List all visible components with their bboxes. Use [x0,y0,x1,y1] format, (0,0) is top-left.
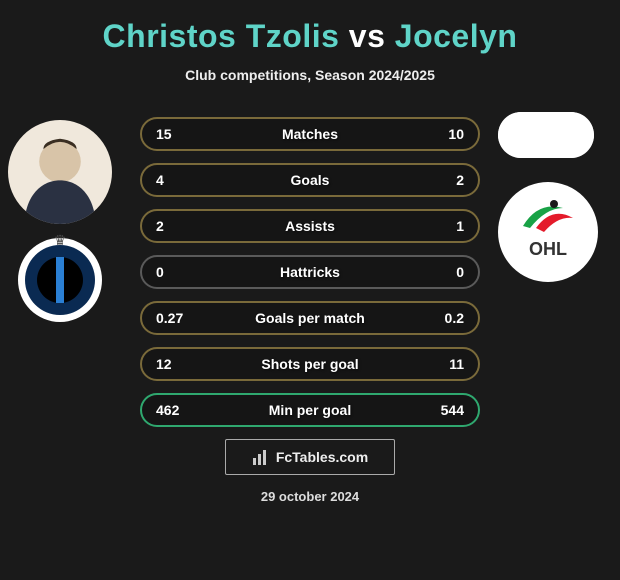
stat-value-left: 12 [156,356,196,372]
title-player-right: Jocelyn [395,18,518,54]
flag-stripe-2 [498,143,594,158]
stat-label: Assists [196,218,424,234]
title-vs: vs [339,18,394,54]
club-right-label: OHL [529,239,567,260]
site-logo-text: FcTables.com [276,449,368,465]
stat-row: 0Hattricks0 [140,255,480,289]
stat-label: Min per goal [196,402,424,418]
stat-row: 0.27Goals per match0.2 [140,301,480,335]
stat-value-left: 15 [156,126,196,142]
stat-row: 2Assists1 [140,209,480,243]
crown-icon: ♛ [54,232,67,249]
club-swoosh-icon [518,196,578,236]
stat-value-right: 2 [424,172,464,188]
page-title: Christos Tzolis vs Jocelyn [0,0,620,55]
stat-value-left: 0.27 [156,310,196,326]
player-left-column: ♛ [8,120,112,322]
stat-value-right: 1 [424,218,464,234]
flag-stripe-1 [498,127,594,142]
stat-value-right: 0.2 [424,310,464,326]
stat-row: 12Shots per goal11 [140,347,480,381]
stat-row: 15Matches10 [140,117,480,151]
player-left-avatar [8,120,112,224]
stat-label: Matches [196,126,424,142]
player-right-flag [498,112,594,158]
person-icon [8,120,112,224]
stat-value-right: 0 [424,264,464,280]
stat-value-left: 462 [156,402,196,418]
stat-value-left: 0 [156,264,196,280]
flag-stripe-0 [498,112,594,127]
footer-date: 29 october 2024 [0,489,620,504]
title-player-left: Christos Tzolis [103,18,340,54]
stat-value-right: 10 [424,126,464,142]
stat-row: 4Goals2 [140,163,480,197]
player-right-column: OHL [498,112,598,282]
stats-table: 15Matches104Goals22Assists10Hattricks00.… [140,117,480,427]
stat-value-left: 2 [156,218,196,234]
stat-label: Hattricks [196,264,424,280]
stat-label: Goals [196,172,424,188]
bar-chart-icon [252,448,270,466]
stat-value-right: 11 [424,356,464,372]
stat-value-left: 4 [156,172,196,188]
stat-label: Shots per goal [196,356,424,372]
player-right-club-badge: OHL [498,182,598,282]
site-logo[interactable]: FcTables.com [225,439,395,475]
page-subtitle: Club competitions, Season 2024/2025 [0,67,620,83]
stat-value-right: 544 [424,402,464,418]
stat-row: 462Min per goal544 [140,393,480,427]
player-left-club-badge: ♛ [18,238,102,322]
stat-label: Goals per match [196,310,424,326]
